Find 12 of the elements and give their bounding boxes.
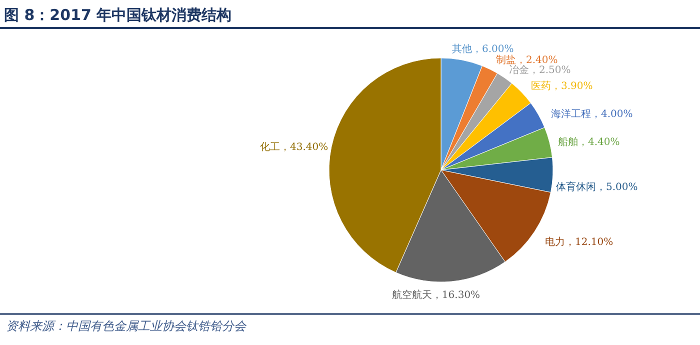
slice-label: 冶金，2.50% xyxy=(509,64,571,76)
slice-label: 其他，6.00% xyxy=(452,43,514,55)
slice-label: 制盐，2.40% xyxy=(496,54,558,66)
slice-label: 电力，12.10% xyxy=(545,236,614,248)
slice-label: 医药，3.90% xyxy=(531,80,593,92)
slice-label: 船舶，4.40% xyxy=(558,136,620,148)
slice-label: 化工，43.40% xyxy=(260,141,328,153)
text: 资料来源：中国有色金属工业协会钛锆铪分会 xyxy=(6,319,247,333)
slice-label: 海洋工程，4.00% xyxy=(551,108,633,120)
slice-label: 航空航天，16.30% xyxy=(392,289,480,301)
slice-label: 体育休闲，5.00% xyxy=(556,181,638,193)
text: 图 8：2017 年中国钛材消费结构 xyxy=(4,6,232,24)
